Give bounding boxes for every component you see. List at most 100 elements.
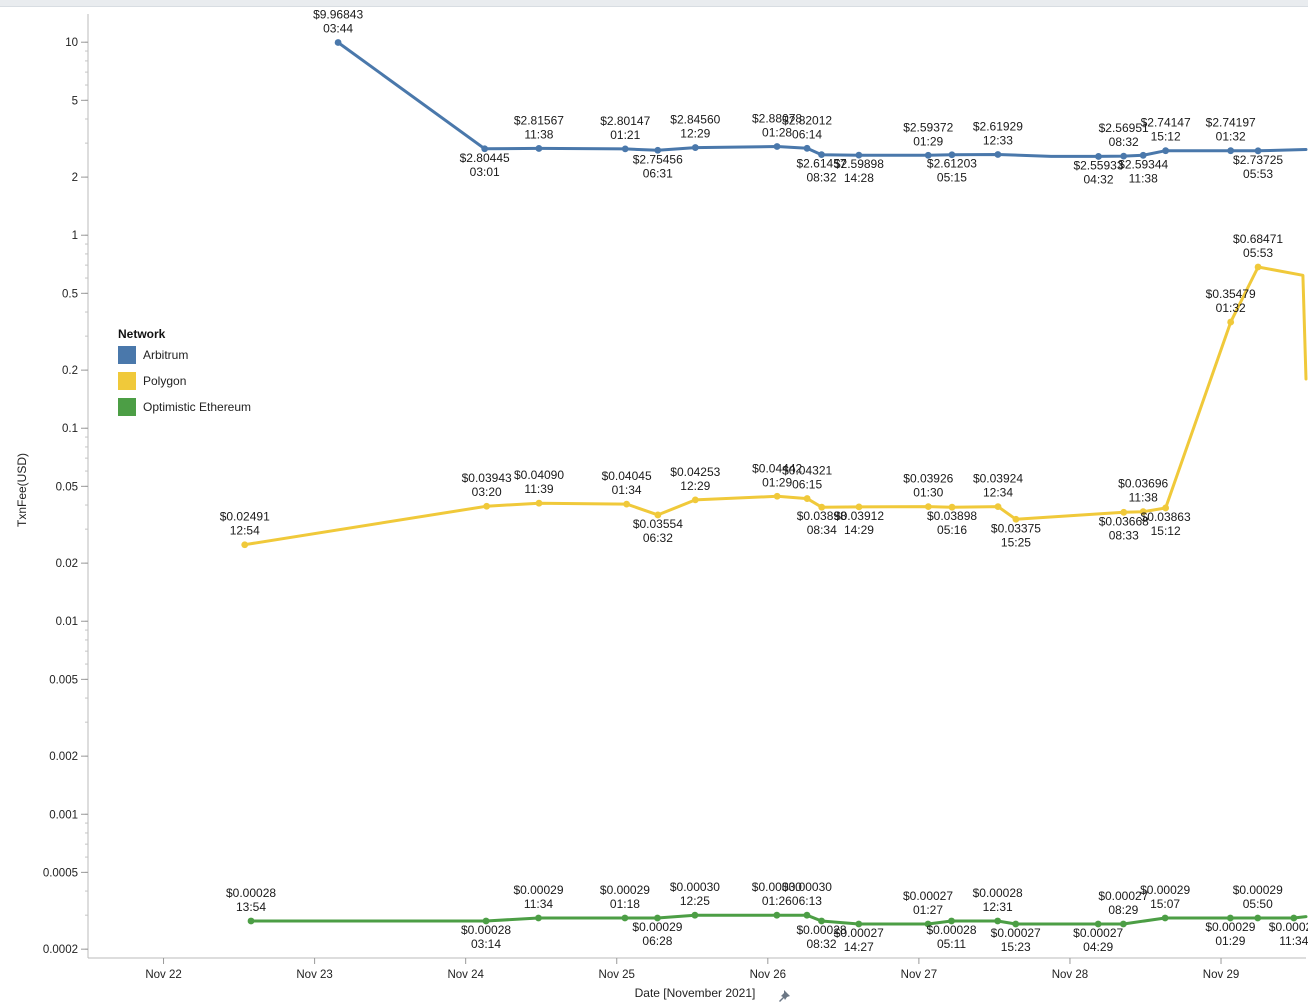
data-point[interactable] xyxy=(482,917,490,925)
data-label-value: $0.03898 xyxy=(927,509,977,523)
data-point[interactable] xyxy=(803,495,811,502)
data-label-value: $0.00028 xyxy=(226,886,276,900)
data-point[interactable] xyxy=(1012,515,1020,523)
data-point[interactable] xyxy=(1227,147,1235,155)
data-point[interactable] xyxy=(855,151,863,159)
data-point[interactable] xyxy=(654,914,661,922)
data-label-time: 01:21 xyxy=(610,128,640,142)
data-label-value: $0.00028 xyxy=(461,923,511,937)
data-point[interactable] xyxy=(535,914,542,922)
legend-title: Network xyxy=(118,327,166,341)
data-point[interactable] xyxy=(1162,504,1170,512)
data-label-time: 01:26 xyxy=(762,894,792,908)
data-point[interactable] xyxy=(1012,920,1020,928)
data-point[interactable] xyxy=(773,143,781,150)
data-point[interactable] xyxy=(994,151,1002,158)
data-point[interactable] xyxy=(855,920,863,928)
top-toolbar-strip xyxy=(0,0,1308,7)
data-point[interactable] xyxy=(535,145,543,152)
data-point[interactable] xyxy=(1290,914,1298,922)
data-point[interactable] xyxy=(994,503,1002,511)
data-point[interactable] xyxy=(535,499,543,507)
data-point[interactable] xyxy=(334,39,342,46)
data-point[interactable] xyxy=(691,144,699,151)
data-point[interactable] xyxy=(994,917,1002,925)
data-label-value: $0.00030 xyxy=(670,880,720,894)
data-point[interactable] xyxy=(481,145,489,153)
data-point[interactable] xyxy=(924,503,932,511)
data-point[interactable] xyxy=(654,146,662,154)
data-point[interactable] xyxy=(1254,914,1262,922)
data-label-value: $0.03375 xyxy=(991,521,1041,535)
data-label-value: $0.03926 xyxy=(903,472,953,486)
data-point[interactable] xyxy=(483,502,491,510)
data-label-time: 01:29 xyxy=(762,475,792,489)
data-point[interactable] xyxy=(924,920,932,928)
y-tick-label: 1 xyxy=(72,230,78,242)
data-point[interactable] xyxy=(1254,147,1262,155)
data-point[interactable] xyxy=(623,500,631,508)
data-point[interactable] xyxy=(773,492,781,500)
data-label-time: 14:28 xyxy=(844,171,874,185)
data-label-time: 12:34 xyxy=(983,486,1013,500)
data-point[interactable] xyxy=(818,917,825,925)
data-point[interactable] xyxy=(1095,153,1102,160)
data-point[interactable] xyxy=(818,503,826,511)
data-label-value: $2.84560 xyxy=(670,113,720,127)
data-label-time: 03:14 xyxy=(471,937,501,951)
y-tick-label: 0.002 xyxy=(49,751,78,763)
data-label-value: $2.74147 xyxy=(1141,116,1191,130)
data-point[interactable] xyxy=(855,503,863,511)
data-label-time: 13:54 xyxy=(236,900,266,914)
y-tick-label: 0.005 xyxy=(49,674,78,686)
data-point[interactable] xyxy=(1227,318,1235,326)
data-point[interactable] xyxy=(691,911,699,919)
y-tick-label: 10 xyxy=(65,37,78,49)
pin-icon[interactable] xyxy=(779,990,790,1002)
data-point[interactable] xyxy=(948,503,956,511)
data-label-time: 01:29 xyxy=(913,134,943,148)
data-point[interactable] xyxy=(803,144,811,152)
data-point[interactable] xyxy=(1120,152,1128,160)
x-tick-label: Nov 24 xyxy=(447,969,484,981)
data-point[interactable] xyxy=(924,151,932,159)
data-label-value: $0.03898 xyxy=(797,509,847,523)
data-point[interactable] xyxy=(948,151,956,159)
legend-swatch xyxy=(118,346,136,364)
data-point[interactable] xyxy=(247,917,255,925)
data-point[interactable] xyxy=(948,917,955,925)
data-point[interactable] xyxy=(1119,920,1127,928)
legend-item[interactable]: Optimistic Ethereum xyxy=(118,398,251,416)
data-label-time: 06:14 xyxy=(792,127,822,141)
data-label-time: 11:38 xyxy=(1129,491,1158,505)
data-label-value: $0.02491 xyxy=(220,510,270,524)
data-label-time: 11:38 xyxy=(524,127,553,141)
data-label-time: 11:34 xyxy=(1279,934,1308,948)
data-point[interactable] xyxy=(654,511,662,519)
data-point[interactable] xyxy=(1094,920,1102,928)
data-point[interactable] xyxy=(1139,151,1147,159)
data-point[interactable] xyxy=(1161,914,1169,922)
y-tick-label: 2 xyxy=(72,172,78,184)
data-point[interactable] xyxy=(691,496,699,504)
data-point[interactable] xyxy=(1139,508,1147,516)
data-point[interactable] xyxy=(621,914,629,922)
data-label-value: $0.00030 xyxy=(782,880,832,894)
data-point[interactable] xyxy=(1226,914,1234,922)
data-label-time: 08:29 xyxy=(1108,903,1138,917)
data-point[interactable] xyxy=(621,145,629,153)
data-point[interactable] xyxy=(803,911,811,919)
data-label-value: $0.00029 xyxy=(1269,920,1308,934)
y-tick-label: 0.05 xyxy=(56,481,78,493)
data-label-time: 12:29 xyxy=(680,479,710,493)
data-point[interactable] xyxy=(773,911,781,919)
data-point[interactable] xyxy=(241,541,249,549)
data-point[interactable] xyxy=(1162,147,1170,155)
legend-item[interactable]: Arbitrum xyxy=(118,346,188,364)
legend-item[interactable]: Polygon xyxy=(118,372,186,390)
data-label-value: $0.00030 xyxy=(752,880,802,894)
data-label-value: $0.04442 xyxy=(752,461,802,475)
data-point[interactable] xyxy=(1120,508,1128,516)
data-point[interactable] xyxy=(818,151,825,159)
data-point[interactable] xyxy=(1254,263,1262,271)
